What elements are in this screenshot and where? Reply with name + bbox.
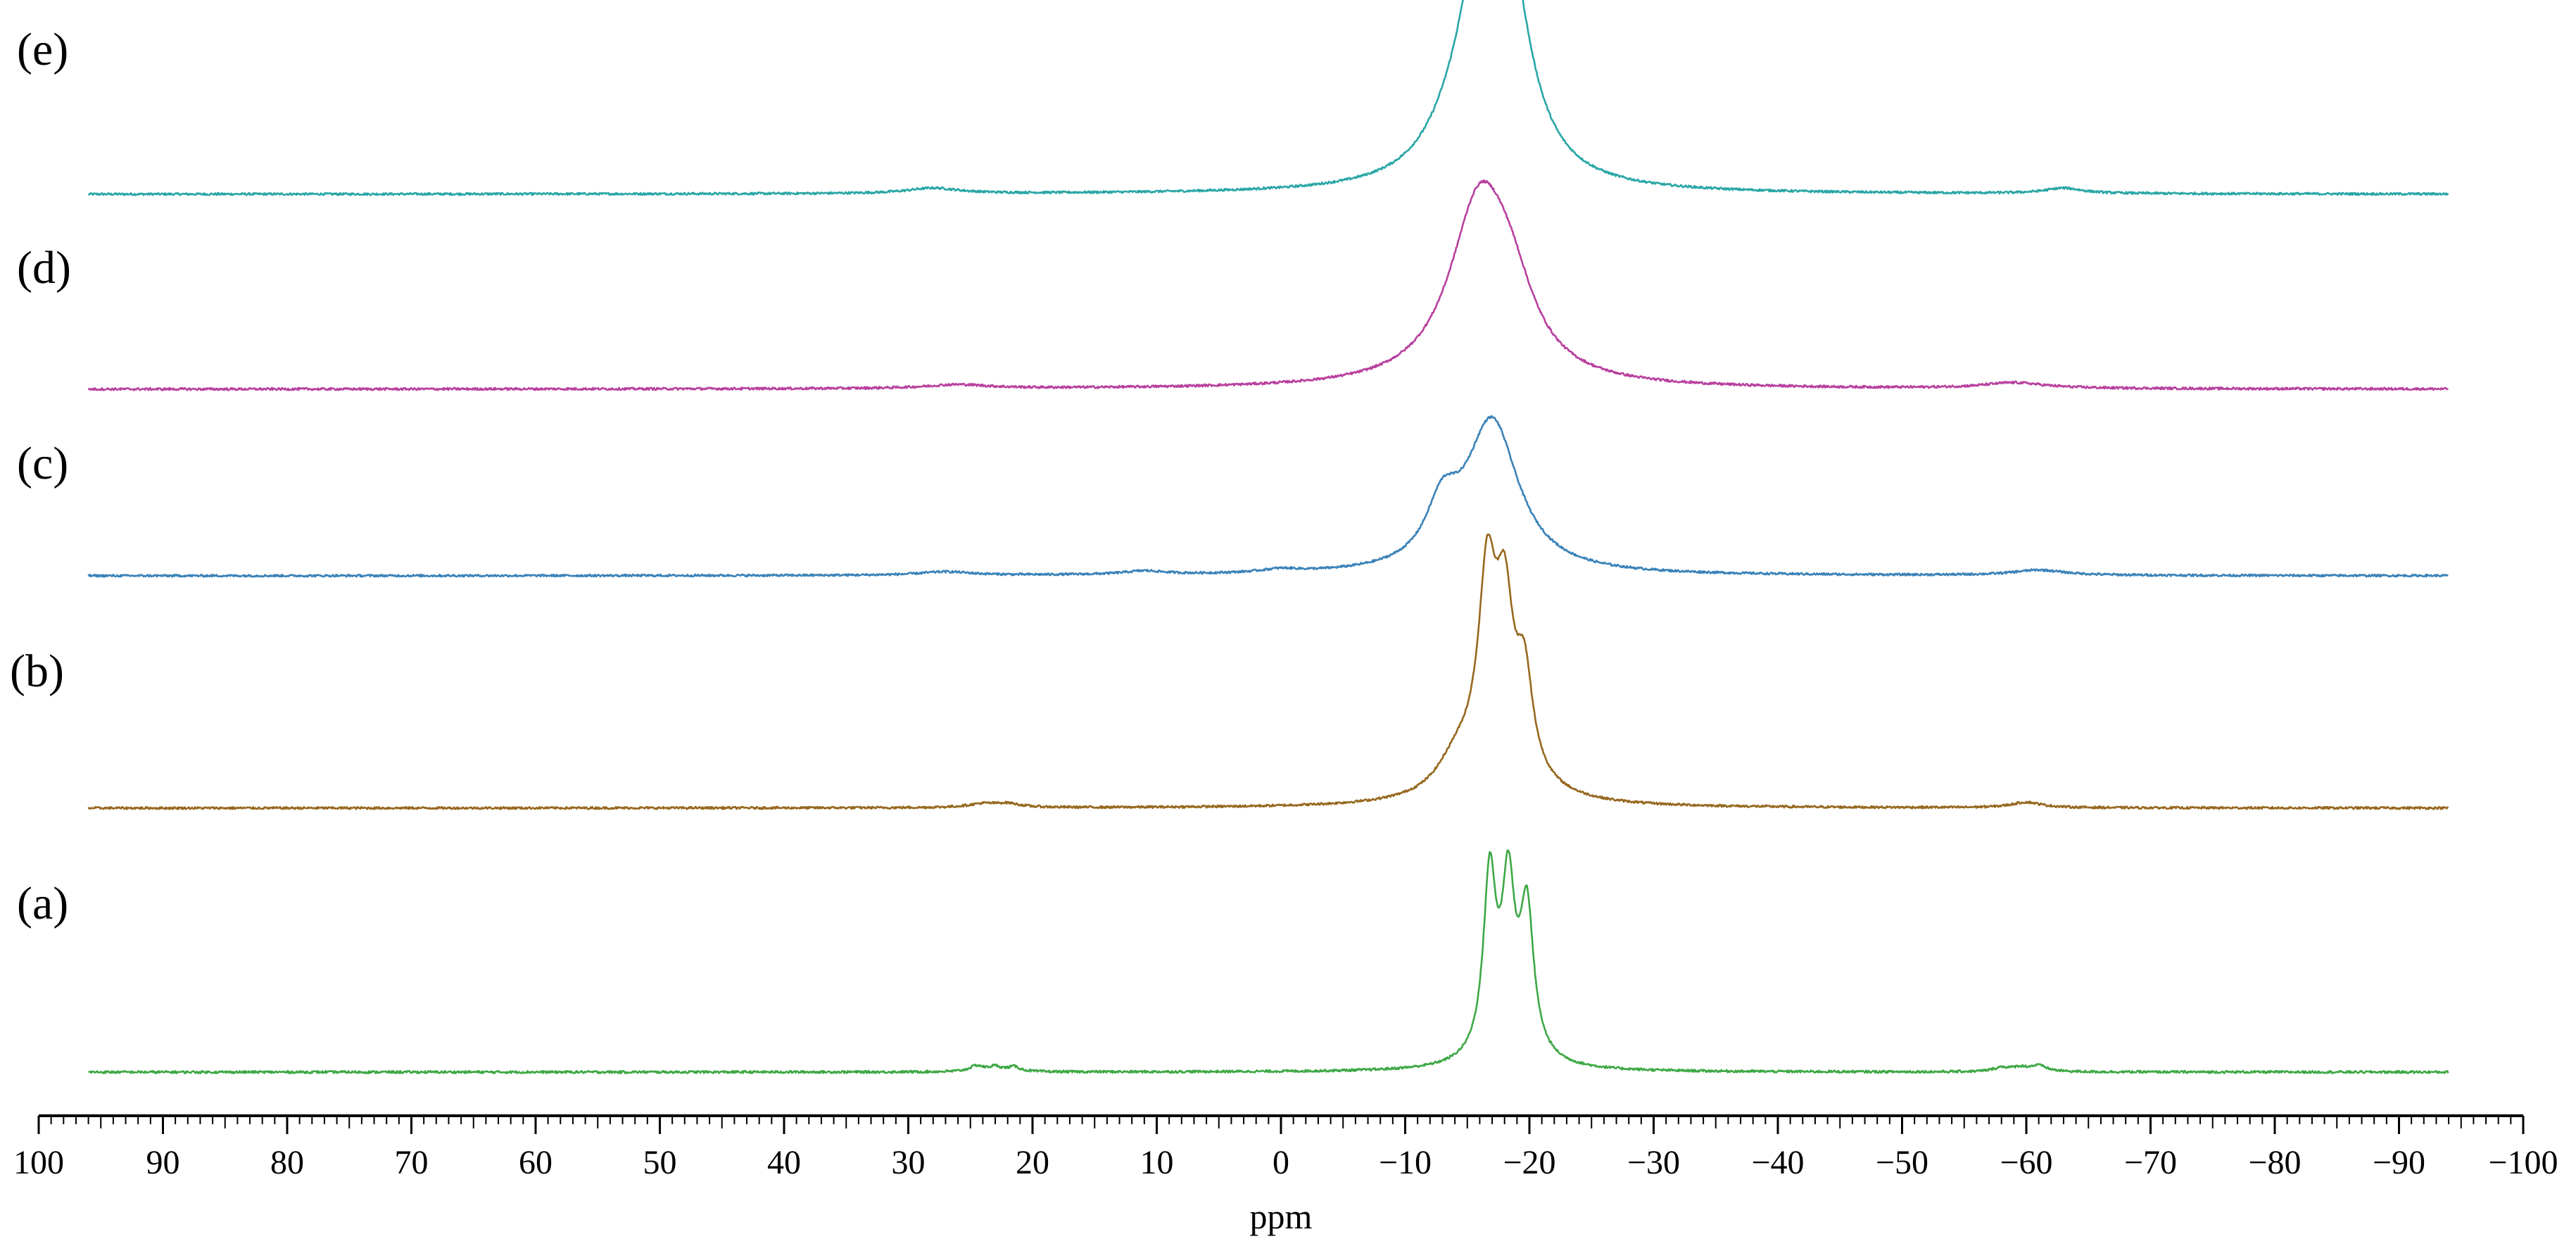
x-tick-label: 60 xyxy=(519,1144,553,1181)
x-tick-label: −60 xyxy=(2000,1144,2052,1181)
spectrum-trace-2 xyxy=(87,415,2449,578)
x-tick-label: 20 xyxy=(1016,1144,1049,1181)
x-tick-label: 0 xyxy=(1273,1144,1289,1181)
x-tick-label: −50 xyxy=(1876,1144,1928,1181)
x-tick-label: 10 xyxy=(1140,1144,1174,1181)
spectrum-label-2: (c) xyxy=(17,438,68,489)
spectrum-trace-1 xyxy=(87,179,2449,391)
spectrum-trace-3 xyxy=(87,533,2449,810)
spectrum-trace-0 xyxy=(87,0,2449,196)
x-tick-label: 80 xyxy=(270,1144,304,1181)
x-axis-title: ppm xyxy=(1250,1197,1313,1236)
x-tick-label: 100 xyxy=(13,1144,64,1181)
spectrum-label-1: (d) xyxy=(17,242,71,294)
spectrum-labels: (e) (d) (c) (b) (a) xyxy=(10,24,71,929)
spectra-traces xyxy=(87,0,2449,1074)
x-tick-label: −70 xyxy=(2124,1144,2177,1181)
spectrum-trace-4 xyxy=(88,849,2449,1074)
x-tick-label: 50 xyxy=(643,1144,677,1181)
x-tick-label: 30 xyxy=(892,1144,926,1181)
x-tick-label: −80 xyxy=(2248,1144,2301,1181)
spectrum-label-0: (e) xyxy=(17,24,68,75)
spectrum-label-3: (b) xyxy=(10,646,64,697)
x-tick-label: −100 xyxy=(2488,1144,2558,1181)
x-tick-label: 70 xyxy=(395,1144,429,1181)
x-tick-label: −20 xyxy=(1503,1144,1555,1181)
x-tick-label: 90 xyxy=(146,1144,180,1181)
x-tick-label: −10 xyxy=(1379,1144,1432,1181)
x-tick-label: −30 xyxy=(1627,1144,1680,1181)
x-tick-label: −40 xyxy=(1751,1144,1804,1181)
x-tick-label: −90 xyxy=(2373,1144,2425,1181)
x-tick-label: 40 xyxy=(767,1144,801,1181)
x-axis: 100 90 80 70 60 50 40 30 20 10 0 −10 −20 −30 −40 −50 −60… xyxy=(13,1114,2558,1181)
spectrum-label-4: (a) xyxy=(17,878,68,929)
